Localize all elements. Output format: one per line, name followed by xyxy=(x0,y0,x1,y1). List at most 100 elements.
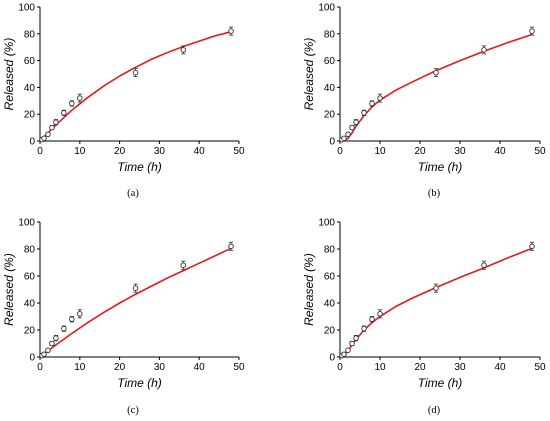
x-tick-label: 50 xyxy=(233,146,245,157)
data-point xyxy=(132,68,139,78)
y-tick-label: 0 xyxy=(329,353,335,364)
data-point xyxy=(45,347,51,354)
marker xyxy=(180,47,187,53)
x-tick-label: 0 xyxy=(337,146,343,157)
y-tick-label: 100 xyxy=(18,3,35,14)
marker xyxy=(180,262,187,268)
data-point xyxy=(61,109,67,116)
data-point xyxy=(481,260,487,270)
data-point xyxy=(345,347,351,354)
data-point xyxy=(41,135,47,142)
y-axis-title: Released (%) xyxy=(2,253,16,326)
marker xyxy=(49,340,55,347)
x-tick-label: 30 xyxy=(454,362,466,373)
y-tick-label: 60 xyxy=(24,56,36,67)
data-point xyxy=(49,124,55,131)
y-tick-label: 60 xyxy=(324,272,336,283)
data-point xyxy=(529,241,535,251)
x-tick-label: 10 xyxy=(74,362,86,373)
marker xyxy=(49,124,55,131)
x-tick-label: 50 xyxy=(233,362,245,373)
x-tick-label: 30 xyxy=(154,146,166,157)
data-point xyxy=(49,340,55,347)
data-point xyxy=(228,26,234,36)
data-point xyxy=(361,325,367,332)
y-tick-label: 40 xyxy=(24,83,36,94)
y-axis-title: Released (%) xyxy=(302,38,316,111)
marker xyxy=(377,95,383,101)
chart-panel-3: 0 10 20 30 40 50 0 20 40 60 80 100 Time (h) Released … xyxy=(2,218,245,417)
marker xyxy=(377,311,383,317)
x-tick-label: 20 xyxy=(114,362,126,373)
data-point xyxy=(433,283,439,293)
y-tick-label: 80 xyxy=(324,29,336,40)
data-point xyxy=(77,93,83,103)
x-tick-label: 40 xyxy=(494,146,506,157)
data-point xyxy=(481,45,487,55)
data-point xyxy=(369,100,375,107)
fit-curve xyxy=(39,247,232,358)
data-point xyxy=(41,351,47,358)
x-tick-label: 0 xyxy=(337,362,343,373)
x-axis-title: Time (h) xyxy=(418,160,463,174)
panel-label: (d) xyxy=(428,405,441,416)
data-point xyxy=(228,241,234,251)
y-tick-label: 100 xyxy=(318,3,335,14)
data-point xyxy=(180,260,187,270)
marker xyxy=(77,311,83,317)
x-tick-label: 0 xyxy=(37,146,43,157)
x-tick-label: 20 xyxy=(414,146,426,157)
marker xyxy=(369,316,375,322)
x-tick-label: 20 xyxy=(114,146,126,157)
y-tick-label: 0 xyxy=(29,353,35,364)
x-tick-label: 10 xyxy=(374,146,386,157)
data-point xyxy=(132,283,139,293)
marker xyxy=(349,340,355,347)
marker xyxy=(433,69,439,76)
x-tick-label: 30 xyxy=(454,146,466,157)
marker xyxy=(53,335,59,341)
y-tick-label: 20 xyxy=(24,326,36,337)
marker xyxy=(481,47,487,53)
y-axis-title: Released (%) xyxy=(2,38,16,111)
marker xyxy=(228,243,234,250)
panel-label: (a) xyxy=(127,188,139,199)
y-tick-label: 20 xyxy=(324,326,336,337)
y-axis-title: Released (%) xyxy=(302,253,316,326)
x-tick-label: 40 xyxy=(494,362,506,373)
marker xyxy=(345,131,351,138)
x-tick-label: 40 xyxy=(194,146,206,157)
y-tick-label: 80 xyxy=(24,29,36,40)
marker xyxy=(41,135,47,142)
marker xyxy=(529,28,535,34)
marker xyxy=(77,95,83,101)
y-tick-label: 40 xyxy=(24,299,36,310)
marker xyxy=(481,262,487,268)
data-point xyxy=(345,131,351,138)
y-tick-label: 0 xyxy=(329,137,335,148)
fit-curve xyxy=(339,247,533,358)
marker xyxy=(61,110,67,116)
x-tick-label: 40 xyxy=(194,362,206,373)
marker xyxy=(369,100,375,107)
data-point xyxy=(353,119,359,126)
fit-curve xyxy=(339,33,533,142)
data-point xyxy=(377,309,383,319)
data-point xyxy=(45,131,51,138)
marker xyxy=(132,285,139,291)
chart-panel-4: 0 10 20 30 40 50 0 20 40 60 80 100 Time (h) Released … xyxy=(302,218,546,417)
x-tick-label: 10 xyxy=(374,362,386,373)
chart-panel-1: 0 10 20 30 40 50 0 20 40 60 80 100 Time (h) Released … xyxy=(2,3,245,200)
x-tick-label: 50 xyxy=(534,146,546,157)
y-tick-label: 40 xyxy=(324,299,336,310)
marker xyxy=(433,285,439,291)
marker xyxy=(361,110,367,116)
marker xyxy=(45,347,51,354)
y-tick-label: 0 xyxy=(29,137,35,148)
marker xyxy=(53,119,59,125)
marker xyxy=(69,100,75,107)
data-point xyxy=(77,309,83,319)
data-point xyxy=(369,316,375,323)
data-point xyxy=(349,340,355,347)
data-point xyxy=(433,68,439,78)
